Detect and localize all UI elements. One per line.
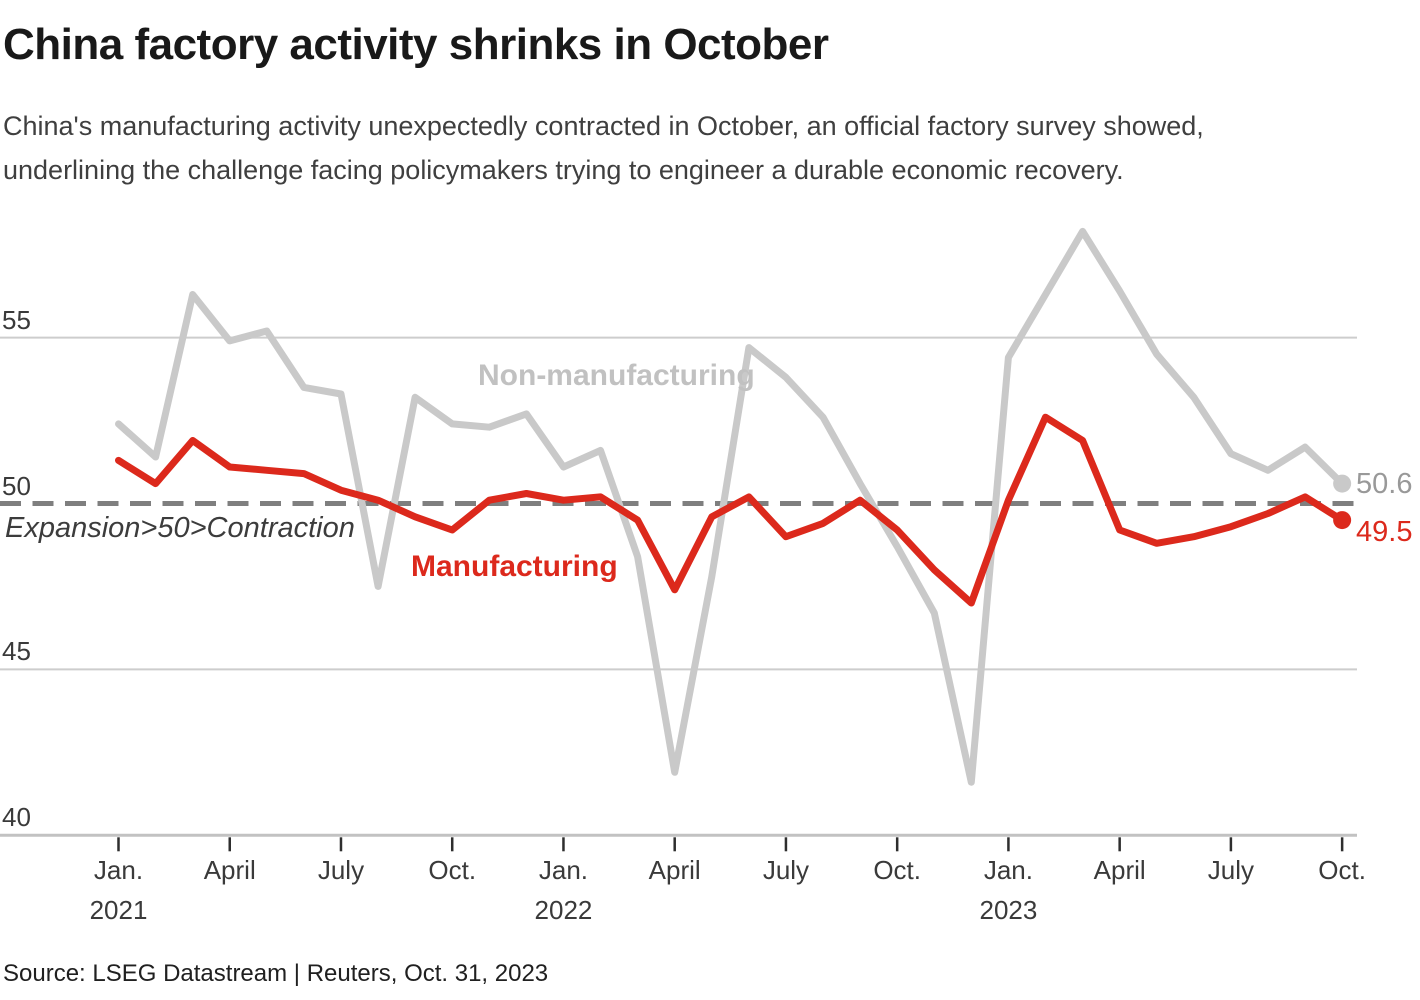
non-manufacturing-line [115, 227, 1346, 786]
page-title: China factory activity shrinks in Octobe… [3, 20, 829, 69]
subtitle-line-2: underlining the challenge facing policym… [3, 155, 1124, 185]
source-note: Source: LSEG Datastream | Reuters, Oct. … [3, 960, 549, 987]
non-manufacturing-end-dot [1333, 474, 1352, 493]
manufacturing-end-dot [1333, 511, 1352, 530]
manufacturing-line [115, 413, 1346, 607]
subtitle-line-1: China's manufacturing activity unexpecte… [3, 111, 1204, 141]
